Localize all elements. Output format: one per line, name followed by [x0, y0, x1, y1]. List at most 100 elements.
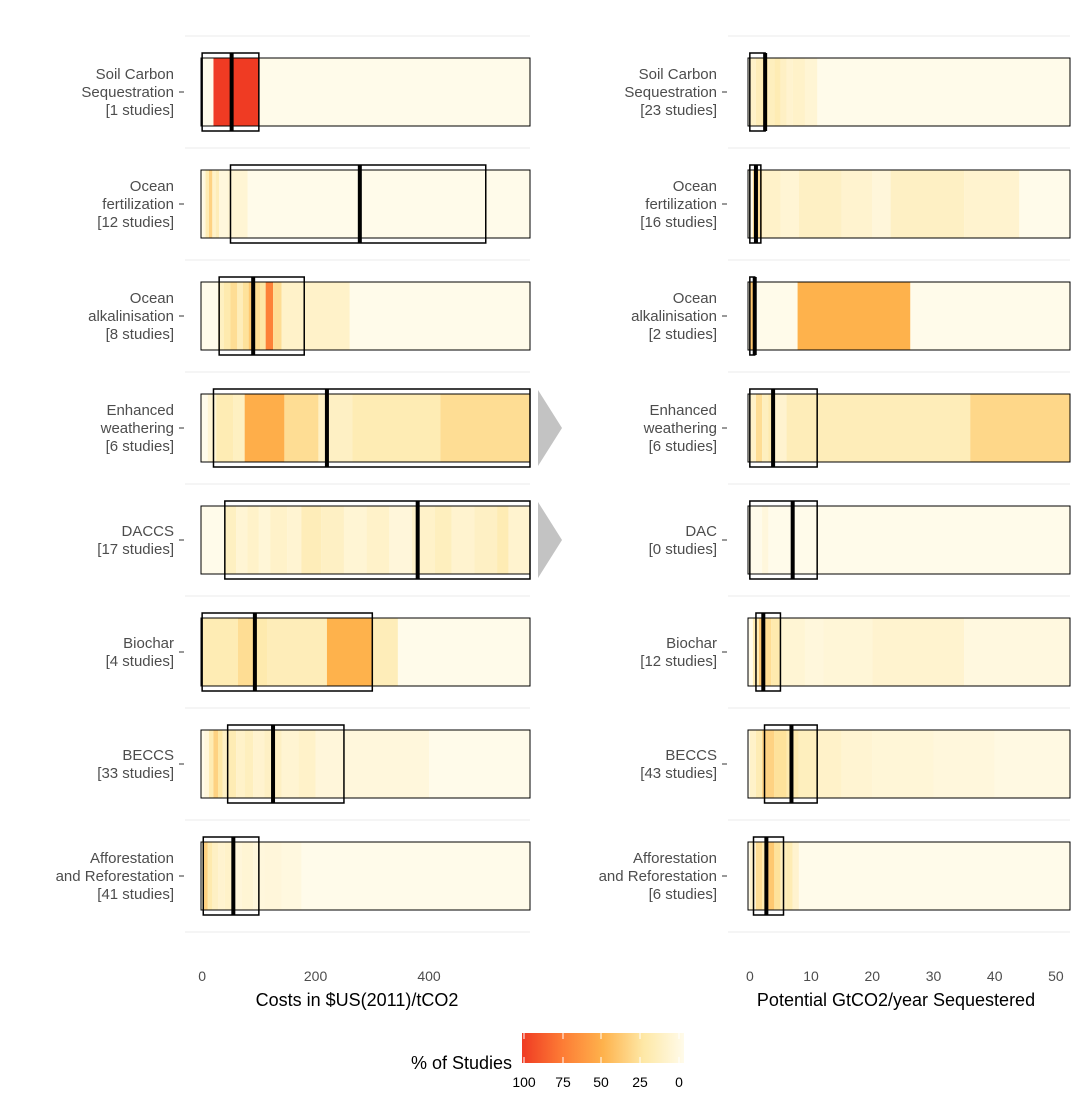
heat-cell: [287, 506, 302, 574]
heat-cell: [797, 282, 911, 350]
range-box: [201, 612, 374, 692]
row-label: Sequestration: [81, 84, 174, 101]
heat-cell: [208, 730, 214, 798]
heat-cell: [208, 170, 213, 238]
row-label: Ocean: [673, 178, 717, 195]
x-tick-label: 0: [746, 968, 754, 984]
heat-cell: [216, 394, 234, 462]
heat-cell: [224, 842, 234, 910]
row-label: Afforestation: [633, 850, 717, 867]
heat-cell: [326, 618, 373, 686]
row-label: [41 studies]: [97, 886, 174, 903]
heat-cell: [204, 730, 209, 798]
row-label: DACCS: [121, 523, 174, 540]
row-label: alkalinisation: [88, 308, 174, 325]
heat-cell: [970, 394, 1070, 462]
heat-cell: [823, 618, 873, 686]
row-frame: [747, 57, 1071, 127]
heat-cell: [780, 618, 805, 686]
row-label: Ocean: [130, 178, 174, 195]
heat-cell: [247, 506, 259, 574]
heat-cell: [817, 730, 842, 798]
row-background: [748, 506, 1070, 574]
legend-title: % of Studies: [411, 1053, 512, 1073]
arrow-markers: [538, 390, 562, 578]
row-label: Soil Carbon: [639, 66, 717, 83]
heat-cell: [253, 730, 265, 798]
legend-tick-label: 50: [593, 1074, 609, 1090]
row-label: alkalinisation: [631, 308, 717, 325]
heat-cell: [749, 58, 756, 126]
heat-cell: [273, 282, 282, 350]
row-label: [23 studies]: [640, 102, 717, 119]
heat-cell: [872, 730, 934, 798]
range-box: [755, 612, 782, 692]
heat-cell: [768, 842, 775, 910]
heat-cell: [798, 730, 818, 798]
row-label: Enhanced: [106, 402, 174, 419]
continuation-arrow: [538, 390, 562, 466]
row-label: Sequestration: [624, 84, 717, 101]
heat-cell: [804, 618, 824, 686]
heat-cell: [412, 506, 435, 574]
row-label: weathering: [643, 420, 717, 437]
heat-cell: [762, 394, 769, 462]
row-label: [1 studies]: [106, 102, 174, 119]
row-label: Biochar: [123, 635, 174, 652]
row-frame: [200, 729, 531, 799]
row-costs-5: Biochar[4 studies]: [106, 612, 531, 692]
heat-cell: [265, 282, 274, 350]
heat-cell: [212, 842, 219, 910]
heat-cell: [259, 282, 266, 350]
heat-cell: [786, 58, 793, 126]
heat-cell: [352, 394, 441, 462]
heat-cell: [771, 618, 781, 686]
heat-cell: [804, 58, 818, 126]
heat-cell: [205, 170, 209, 238]
heat-cell: [762, 506, 769, 574]
row-background: [201, 170, 530, 238]
costs-axis-title: Costs in $US(2011)/tCO2: [256, 990, 459, 1010]
heat-cell: [207, 394, 217, 462]
x-tick-label: 30: [926, 968, 942, 984]
heat-cell: [964, 170, 1020, 238]
heat-cell: [786, 394, 971, 462]
heat-cell: [281, 282, 350, 350]
heat-cell: [301, 506, 322, 574]
heat-cell: [343, 506, 367, 574]
heat-cell: [451, 506, 475, 574]
heat-cell: [284, 394, 319, 462]
heat-cell: [762, 170, 781, 238]
heat-cell: [774, 842, 781, 910]
row-label: [43 studies]: [640, 765, 717, 782]
legend-tick-labels: 100 75 50 25 0: [512, 1033, 683, 1090]
row-label: [2 studies]: [649, 326, 717, 343]
heat-cell: [318, 394, 353, 462]
heat-cell: [219, 170, 228, 238]
heat-cell: [242, 282, 249, 350]
heat-cell: [872, 170, 891, 238]
heat-cell: [203, 170, 206, 238]
heat-cell: [749, 394, 756, 462]
row-label: [8 studies]: [106, 326, 174, 343]
legend: % of Studies 100 75 50 25 0: [411, 1033, 684, 1090]
heat-cell: [755, 842, 763, 910]
heat-cell: [786, 842, 793, 910]
row-label: BECCS: [665, 747, 717, 764]
row-costs-4: DACCS[17 studies]: [97, 500, 531, 580]
heat-cell: [372, 618, 398, 686]
heat-cell: [267, 618, 327, 686]
heat-cell: [474, 506, 498, 574]
row-label: Soil Carbon: [96, 66, 174, 83]
row-label: [6 studies]: [649, 438, 717, 455]
row-frame: [747, 281, 1071, 351]
heat-cell: [228, 730, 237, 798]
row-label: Afforestation: [90, 850, 174, 867]
heat-cell: [230, 282, 238, 350]
heat-cell: [774, 58, 781, 126]
